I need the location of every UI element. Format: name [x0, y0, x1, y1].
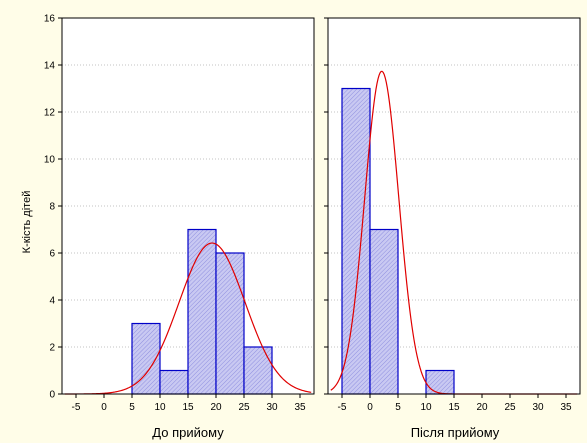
- bars: [341, 87, 455, 395]
- panel-before-intake: 0 2 4 6 8 10 12 14 16 -5 0 5 10 15 20 25 30 35 До прийом…: [44, 14, 315, 440]
- y-tick-label: 10: [44, 155, 56, 166]
- x-tick-label: 35: [294, 402, 306, 413]
- x-tick-label: -5: [72, 402, 81, 413]
- y-tick-label: 12: [44, 108, 56, 119]
- x-tick-label: 20: [210, 402, 222, 413]
- y-axis-label: К-кість дітей: [21, 191, 33, 254]
- x-tick-label: 30: [532, 402, 544, 413]
- x-axis-title: Після прийому: [411, 425, 500, 440]
- x-axis-title: До прийому: [152, 425, 224, 440]
- histogram-bar: [425, 369, 455, 395]
- y-tick-label: 14: [44, 61, 56, 72]
- x-tick-label: -5: [338, 402, 347, 413]
- panel-after-intake: -5 0 5 10 15 20 25 30 35 Після прийому: [324, 17, 581, 440]
- histogram-bar: [341, 87, 371, 395]
- y-tick-label: 6: [49, 249, 55, 260]
- y-ticks: [324, 17, 328, 395]
- y-tick-label: 8: [49, 202, 55, 213]
- x-tick-label: 15: [182, 402, 194, 413]
- x-tick-label: 0: [101, 402, 107, 413]
- histogram-bar: [243, 346, 273, 395]
- y-tick-label: 2: [49, 343, 55, 354]
- x-tick-label: 35: [560, 402, 572, 413]
- x-ticks: -5 0 5 10 15 20 25 30 35: [72, 394, 306, 413]
- x-tick-label: 5: [129, 402, 135, 413]
- x-tick-label: 30: [266, 402, 278, 413]
- x-tick-label: 25: [238, 402, 250, 413]
- x-ticks: -5 0 5 10 15 20 25 30 35: [338, 394, 572, 413]
- histogram-bar: [369, 228, 399, 395]
- y-tick-label: 0: [49, 390, 55, 401]
- histogram-bar: [215, 252, 245, 395]
- x-tick-label: 0: [367, 402, 373, 413]
- y-tick-label: 4: [49, 296, 55, 307]
- x-tick-label: 5: [395, 402, 401, 413]
- histogram-bar: [159, 369, 189, 395]
- x-tick-label: 15: [448, 402, 460, 413]
- y-tick-label: 16: [44, 14, 56, 25]
- x-tick-label: 10: [420, 402, 432, 413]
- x-tick-label: 20: [476, 402, 488, 413]
- histogram-bar: [187, 228, 217, 395]
- y-ticks: 0 2 4 6 8 10 12 14 16: [44, 14, 62, 401]
- normal-curve: [64, 242, 312, 395]
- x-tick-label: 25: [504, 402, 516, 413]
- x-tick-label: 10: [154, 402, 166, 413]
